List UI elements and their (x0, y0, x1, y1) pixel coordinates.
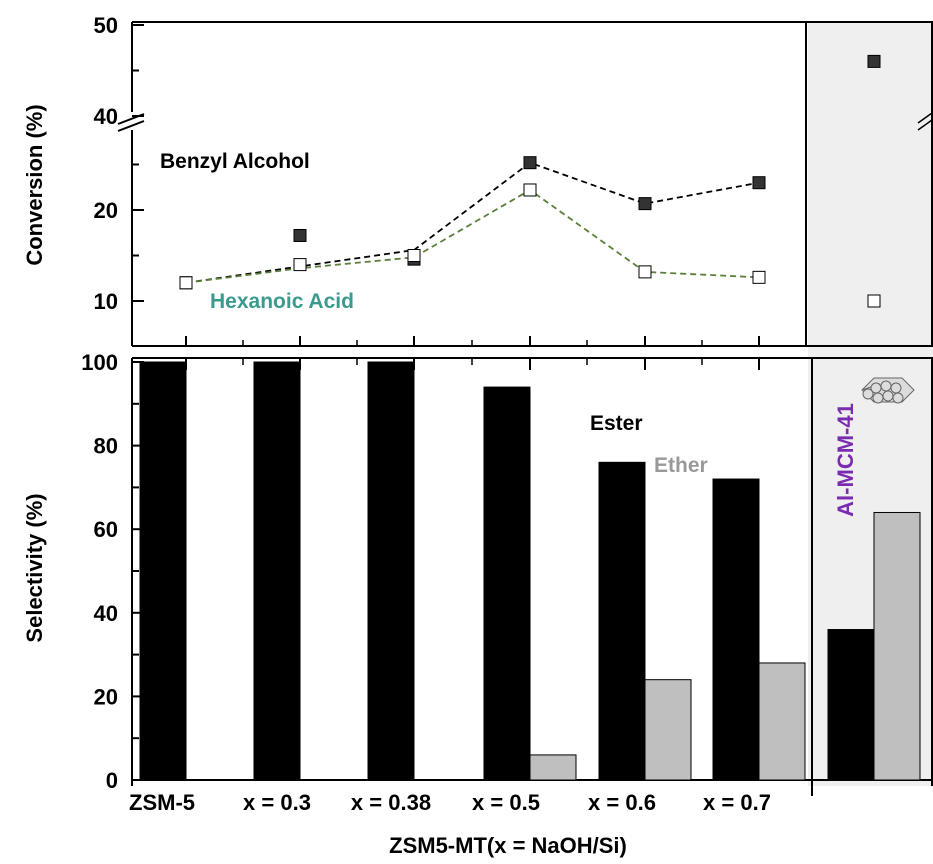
bottom-y-tick-label: 60 (94, 517, 118, 542)
hexanoic-acid-point (407, 249, 421, 262)
benzyl-alcohol-point (293, 228, 307, 242)
hexanoic-acid-line (185, 188, 760, 284)
top-panel-frame (131, 21, 933, 347)
bottom-y-tick-label: 80 (94, 434, 118, 459)
bottom-y-tick-label: 100 (81, 350, 118, 375)
right-axis-break (917, 112, 933, 131)
ether-bar (529, 754, 577, 781)
top-y-tick-label: 40 (94, 104, 118, 129)
series-label-hexanoic-acid: Hexanoic Acid (210, 290, 354, 313)
series-label-ester: Ester (590, 412, 643, 435)
category-label: x = 0.6 (588, 790, 656, 815)
category-label: x = 0.5 (472, 790, 540, 815)
benzyl-alcohol-point (752, 176, 766, 190)
ester-bar (139, 361, 187, 781)
category-label: ZSM-5 (129, 790, 195, 815)
ester-bar (483, 386, 531, 781)
mesopore-structure-icon (861, 377, 915, 404)
ether-bar (644, 679, 692, 781)
benzyl-alcohol-point (867, 54, 881, 68)
hexanoic-acid-point (179, 276, 193, 290)
hexanoic-acid-point (638, 265, 652, 279)
ester-bar (367, 361, 415, 781)
x-axis-title: ZSM5-MT(x = NaOH/Si) (389, 833, 627, 858)
ester-bar (598, 461, 646, 781)
annotation-al-mcm-41: Al-MCM-41 (833, 403, 858, 517)
benzyl-alcohol-point (523, 156, 537, 170)
bottom-y-tick-label: 0 (106, 768, 118, 793)
benzyl-alcohol-line (185, 161, 760, 284)
category-label: x = 0.38 (351, 790, 431, 815)
category-label: x = 0.3 (243, 790, 311, 815)
ester-bar (712, 478, 760, 781)
hexanoic-acid-point (752, 270, 766, 284)
top-y-tick-label: 20 (94, 198, 118, 223)
ester-bar (253, 361, 301, 781)
benzyl-alcohol-point (638, 197, 652, 211)
hexanoic-acid-point (867, 294, 881, 308)
series-label-benzyl-alcohol: Benzyl Alcohol (160, 150, 310, 173)
series-label-ether: Ether (654, 454, 708, 477)
hexanoic-acid-point (293, 258, 307, 272)
ester-bar (827, 629, 875, 781)
hexanoic-acid-point (523, 183, 537, 197)
ether-bar (758, 662, 806, 781)
top-y-tick-label: 50 (94, 13, 118, 38)
category-label: x = 0.7 (703, 790, 771, 815)
top-y-axis-title: Conversion (%) (22, 104, 47, 265)
bottom-y-tick-label: 20 (94, 684, 118, 709)
top-y-tick-label: 10 (94, 289, 118, 314)
bottom-panel-frame (131, 357, 933, 796)
bottom-y-axis-title: Selectivity (%) (22, 493, 47, 642)
ether-bar (873, 511, 921, 781)
bottom-y-tick-label: 40 (94, 601, 118, 626)
